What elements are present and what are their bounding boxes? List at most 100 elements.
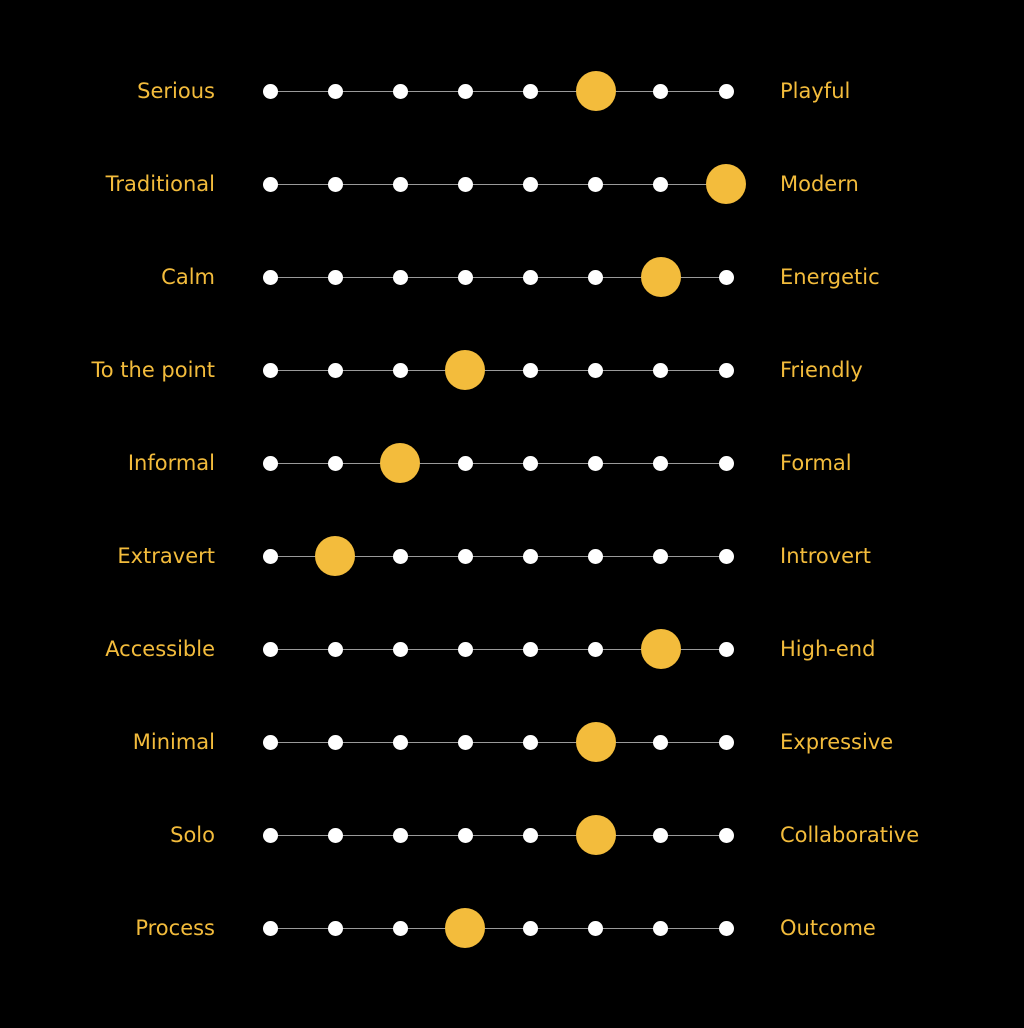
scale-step-dot[interactable]	[262, 735, 278, 750]
scale-step-dot[interactable]	[718, 84, 734, 99]
scale-step-dot[interactable]	[327, 642, 343, 657]
scale-step-dot[interactable]	[653, 84, 669, 99]
scale-step-dot[interactable]	[523, 735, 539, 750]
scale-step-dot[interactable]	[327, 177, 343, 192]
scale-step-dot[interactable]	[718, 456, 734, 471]
scale-selected-marker[interactable]	[315, 536, 356, 576]
scale-step-dot[interactable]	[653, 549, 669, 564]
scale-step-dot[interactable]	[327, 735, 343, 750]
scale-step-dot[interactable]	[392, 177, 408, 192]
scale-step-dot[interactable]	[718, 642, 734, 657]
scale-step-dot[interactable]	[262, 270, 278, 285]
scale-step-dot[interactable]	[588, 270, 604, 285]
scale-step-dot[interactable]	[392, 270, 408, 285]
scale-step-dot[interactable]	[523, 270, 539, 285]
scale-step-dot[interactable]	[718, 549, 734, 564]
scale-selected-marker[interactable]	[640, 257, 681, 297]
scale-track	[270, 91, 726, 92]
scale-step-dot[interactable]	[457, 456, 473, 471]
scale-step-dot[interactable]	[457, 177, 473, 192]
scale-step-dot[interactable]	[327, 828, 343, 843]
scale-step-dot[interactable]	[653, 363, 669, 378]
scale-step-dot[interactable]	[718, 735, 734, 750]
scale-left-label: Traditional	[105, 172, 215, 196]
scale-step-dot[interactable]	[653, 456, 669, 471]
scale-step-dot[interactable]	[392, 363, 408, 378]
scale-step-dot[interactable]	[262, 921, 278, 936]
scale-selected-marker[interactable]	[575, 815, 616, 855]
scale-right-label: Playful	[780, 79, 851, 103]
scale-track	[270, 742, 726, 743]
scale-step-dot[interactable]	[457, 549, 473, 564]
scale-right-label: Expressive	[780, 730, 894, 754]
scale-step-dot[interactable]	[588, 549, 604, 564]
scale-step-dot[interactable]	[262, 177, 278, 192]
scale-step-dot[interactable]	[718, 921, 734, 936]
scale-step-dot[interactable]	[262, 363, 278, 378]
scale-step-dot[interactable]	[523, 828, 539, 843]
scale-row: Process Outcome	[0, 898, 1024, 958]
scale-step-dot[interactable]	[523, 642, 539, 657]
scale-step-dot[interactable]	[262, 456, 278, 471]
scale-step-dot[interactable]	[392, 642, 408, 657]
scale-step-dot[interactable]	[588, 456, 604, 471]
scale-track	[270, 184, 726, 185]
scale-step-dot[interactable]	[718, 363, 734, 378]
scale-step-dot[interactable]	[653, 921, 669, 936]
scale-step-dot[interactable]	[457, 270, 473, 285]
scale-step-dot[interactable]	[327, 456, 343, 471]
scale-step-dot[interactable]	[327, 363, 343, 378]
scale-right-label: High-end	[780, 637, 876, 661]
scale-right-label: Modern	[780, 172, 859, 196]
scale-selected-marker[interactable]	[575, 722, 616, 762]
scale-row: Accessible High-end	[0, 619, 1024, 679]
scale-step-dot[interactable]	[262, 84, 278, 99]
scale-step-dot[interactable]	[718, 828, 734, 843]
scale-step-dot[interactable]	[327, 921, 343, 936]
scale-step-dot[interactable]	[262, 828, 278, 843]
scale-selected-marker[interactable]	[445, 908, 486, 948]
scale-step-dot[interactable]	[588, 642, 604, 657]
scale-left-label: Minimal	[132, 730, 215, 754]
scale-step-dot[interactable]	[457, 735, 473, 750]
scale-step-dot[interactable]	[392, 921, 408, 936]
scale-step-dot[interactable]	[588, 363, 604, 378]
scale-step-dot[interactable]	[523, 456, 539, 471]
scale-step-dot[interactable]	[392, 549, 408, 564]
scale-step-dot[interactable]	[653, 735, 669, 750]
scale-step-dot[interactable]	[523, 363, 539, 378]
scale-selected-marker[interactable]	[640, 629, 681, 669]
scale-step-dot[interactable]	[523, 549, 539, 564]
scale-step-dot[interactable]	[327, 270, 343, 285]
scale-selected-marker[interactable]	[445, 350, 486, 390]
scale-step-dot[interactable]	[523, 84, 539, 99]
scale-right-label: Collaborative	[780, 823, 920, 847]
scale-selected-marker[interactable]	[706, 164, 746, 204]
scale-step-dot[interactable]	[523, 921, 539, 936]
scale-step-dot[interactable]	[457, 642, 473, 657]
scale-step-dot[interactable]	[327, 84, 343, 99]
scale-row: To the point Friendly	[0, 340, 1024, 400]
scale-left-label: Accessible	[105, 637, 215, 661]
scale-step-dot[interactable]	[718, 270, 734, 285]
scale-step-dot[interactable]	[262, 642, 278, 657]
scale-left-label: Extravert	[117, 544, 215, 568]
scale-track	[270, 649, 726, 650]
scale-step-dot[interactable]	[588, 921, 604, 936]
scale-step-dot[interactable]	[457, 84, 473, 99]
scale-left-label: Calm	[161, 265, 215, 289]
scale-right-label: Energetic	[780, 265, 880, 289]
scale-selected-marker[interactable]	[575, 71, 616, 111]
scale-selected-marker[interactable]	[380, 443, 421, 483]
scale-step-dot[interactable]	[653, 828, 669, 843]
scale-step-dot[interactable]	[523, 177, 539, 192]
scale-step-dot[interactable]	[392, 84, 408, 99]
scale-step-dot[interactable]	[653, 177, 669, 192]
scale-left-label: To the point	[91, 358, 215, 382]
scale-step-dot[interactable]	[262, 549, 278, 564]
scale-step-dot[interactable]	[392, 735, 408, 750]
scale-step-dot[interactable]	[588, 177, 604, 192]
scale-step-dot[interactable]	[392, 828, 408, 843]
scale-left-label: Process	[135, 916, 215, 940]
scale-step-dot[interactable]	[457, 828, 473, 843]
